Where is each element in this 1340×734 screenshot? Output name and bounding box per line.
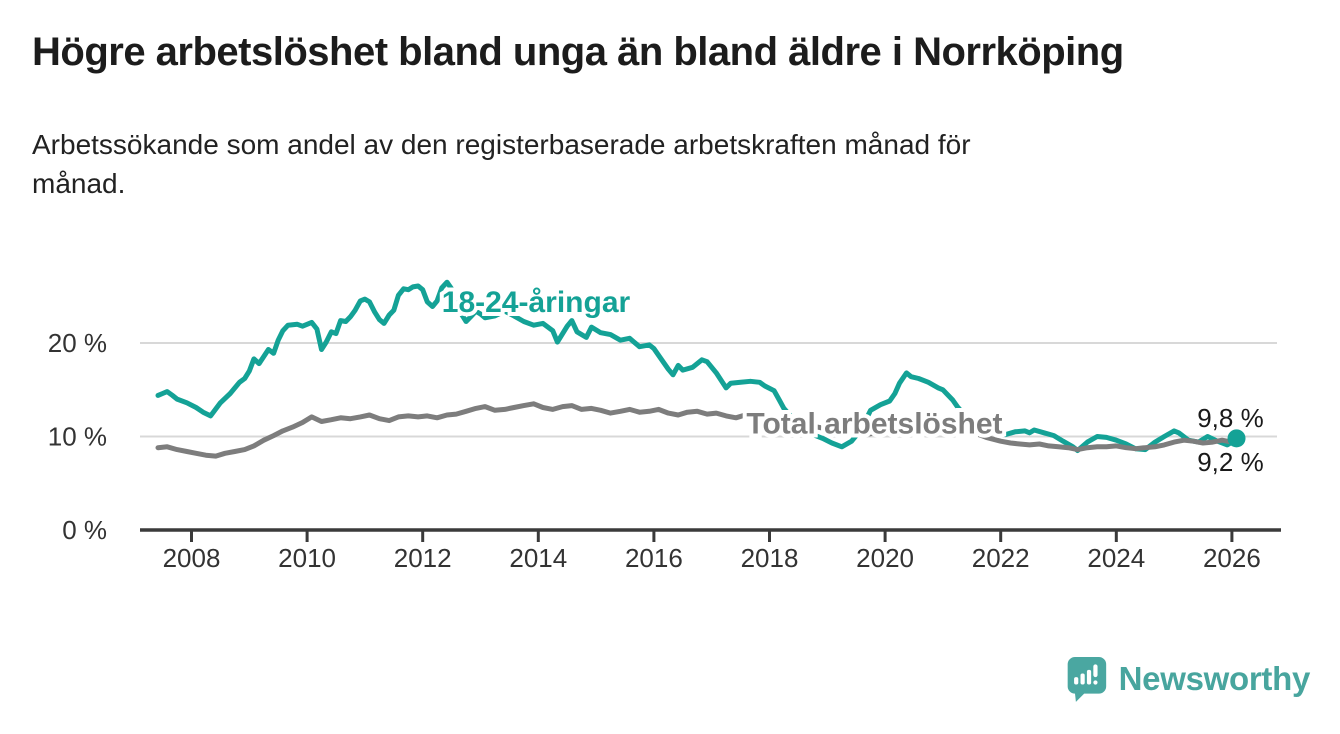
- x-tick-label-2022: 2022: [972, 543, 1030, 573]
- x-tick-label-2008: 2008: [163, 543, 221, 573]
- total-end-value: 9,2 %: [1197, 447, 1264, 477]
- young-label: 18-24-åringar: [442, 286, 631, 319]
- young-end-value: 9,8 %: [1197, 403, 1264, 433]
- x-tick-label-2024: 2024: [1087, 543, 1145, 573]
- x-tick-label-2010: 2010: [278, 543, 336, 573]
- unemployment-line-chart: 2008 2010 2012 2014 2016 2018 2020 2022 2024 2026…: [0, 250, 1340, 610]
- y-tick-label-10: 10 %: [48, 422, 107, 452]
- chart-canvas: 2008 2010 2012 2014 2016 2018 2020 2022 2024 2026…: [48, 279, 1281, 573]
- y-tick-label-0: 0 %: [62, 515, 107, 545]
- x-tick-label-2020: 2020: [856, 543, 914, 573]
- newsworthy-wordmark: Newsworthy: [1118, 660, 1311, 697]
- newsworthy-logo: Newsworthy: [1064, 655, 1310, 703]
- page-title: Högre arbetslöshet bland unga än bland ä…: [32, 30, 1124, 74]
- x-tick-label-2018: 2018: [741, 543, 799, 573]
- x-tick-label-2012: 2012: [394, 543, 452, 573]
- x-tick-label-2014: 2014: [509, 543, 567, 573]
- chart-subtitle: Arbetssökande som andel av den registerb…: [32, 129, 971, 199]
- speech-bubble-bar-chart-icon: [1067, 657, 1106, 702]
- total-label: Total arbetslöshet: [746, 408, 1002, 441]
- y-tick-label-20: 20 %: [48, 328, 107, 358]
- line-series-total: [155, 401, 1239, 459]
- latest-value-dot: [1227, 429, 1246, 448]
- x-tick-label-2016: 2016: [625, 543, 683, 573]
- x-tick-label-2026: 2026: [1203, 543, 1261, 573]
- line-series-young: [155, 279, 1239, 453]
